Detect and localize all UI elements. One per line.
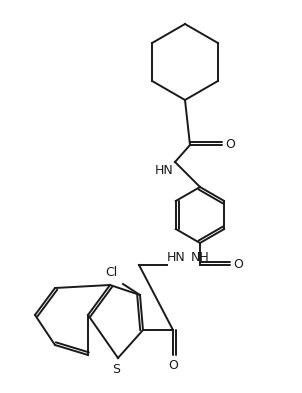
Text: HN: HN [167,251,186,264]
Text: O: O [168,359,178,372]
Text: O: O [233,259,243,272]
Text: Cl: Cl [105,266,117,279]
Text: S: S [112,363,120,376]
Text: NH: NH [190,251,209,264]
Text: O: O [225,138,235,151]
Text: HN: HN [154,164,173,177]
